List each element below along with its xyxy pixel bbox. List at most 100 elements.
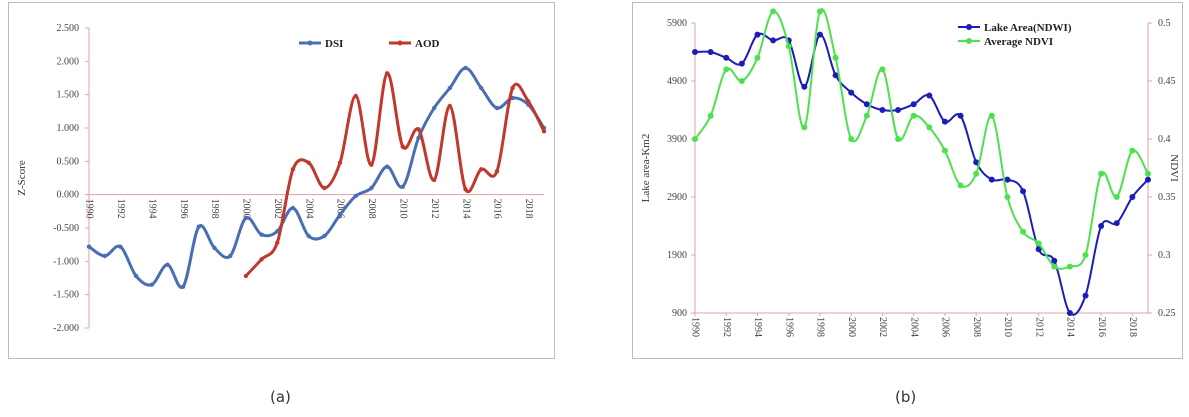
data-point-dsi [447, 85, 453, 91]
data-point-lake-area [973, 159, 980, 166]
data-point-average-ndvi [1082, 252, 1089, 258]
data-point-dsi [86, 244, 92, 249]
x-tick-label: 1992 [721, 317, 732, 337]
data-point-aod [463, 187, 468, 192]
x-tick-label: 1994 [146, 199, 157, 219]
data-point-lake-area [1051, 257, 1058, 264]
data-point-lake-area [848, 89, 855, 96]
legend-marker-average-ndvi [966, 38, 972, 44]
y-left-tick-label: 900 [672, 308, 687, 319]
legend-label-average-ndvi: Average NDVI [984, 36, 1053, 48]
chart-b-svg: 5900 4900 3900 2900 1900 900 0.5 0.45 0.4 0.35 0.3… [640, 8, 1180, 337]
data-point-lake-area [1098, 223, 1105, 229]
data-point-aod [353, 93, 358, 99]
y-left-tick-label: 4900 [667, 76, 687, 87]
data-point-dsi [353, 193, 358, 199]
data-point-lake-area [1066, 310, 1073, 316]
data-point-dsi [306, 233, 311, 239]
x-tick-label: 2018 [1127, 317, 1138, 337]
data-point-lake-area [926, 92, 933, 99]
data-point-lake-area [957, 112, 964, 119]
y-tick-label: -1.500 [53, 290, 79, 301]
data-point-dsi [384, 164, 390, 169]
x-tick-label: 2008 [366, 199, 377, 219]
data-point-dsi [400, 184, 405, 189]
x-tick-label: 1998 [209, 199, 220, 219]
data-point-average-ndvi [1004, 194, 1011, 200]
data-point-aod [510, 85, 515, 91]
data-point-lake-area [1145, 176, 1151, 183]
y-tick-label: -1.000 [53, 256, 79, 267]
y-left-tick-label: 2900 [667, 192, 687, 203]
x-tick-label: 1994 [752, 317, 763, 337]
y-left-tick-label: 1900 [667, 250, 687, 261]
caption-a: (a) [270, 388, 291, 406]
data-point-average-ndvi [863, 112, 870, 119]
x-tick-label: 1992 [115, 199, 126, 219]
data-point-dsi [416, 135, 421, 141]
y-right-tick-label: 0.45 [1158, 76, 1176, 87]
data-point-dsi [369, 185, 374, 191]
x-tick-label: 2002 [877, 317, 888, 337]
x-tick-label: 2000 [241, 199, 252, 219]
x-tick-label: 1990 [690, 317, 701, 337]
data-point-lake-area [1129, 194, 1136, 200]
data-point-dsi [290, 205, 296, 211]
x-tick-label: 1996 [178, 199, 189, 219]
x-tick-label: 2004 [303, 199, 314, 219]
data-point-average-ndvi [801, 124, 808, 131]
data-point-dsi [102, 253, 107, 259]
data-point-average-ndvi [723, 66, 730, 73]
data-point-dsi [118, 244, 123, 249]
data-point-average-ndvi [738, 78, 745, 84]
x-tick-label: 2016 [492, 199, 503, 219]
data-point-average-ndvi [1020, 228, 1027, 235]
chart-panel-a: 2.500 2.000 1.500 1.000 0.500 0.000 -0.500 -1.0… [8, 2, 555, 359]
data-point-aod [243, 273, 249, 279]
y-tick-label: -2.000 [53, 323, 79, 334]
data-point-average-ndvi [848, 136, 855, 142]
data-point-average-ndvi [785, 43, 792, 50]
x-tick-label: 2006 [335, 199, 346, 219]
x-tick-label: 2012 [429, 199, 440, 219]
x-tick-label: 2018 [523, 199, 534, 219]
x-tick-label: 2010 [1002, 317, 1013, 337]
y-axis-right-title: NDVI [1168, 154, 1180, 182]
y-tick-label: 2.500 [57, 23, 80, 34]
data-point-lake-area [723, 54, 730, 61]
y-right-tick-label: 0.35 [1158, 192, 1176, 203]
legend-marker-dsi [307, 40, 313, 46]
data-point-dsi [337, 212, 343, 217]
data-point-average-ndvi [957, 182, 964, 189]
y-axis-left-title: Lake area-Km2 [640, 134, 652, 203]
data-point-aod [384, 71, 390, 76]
y-tick-label: 0.500 [57, 156, 80, 167]
x-tick-label: 2000 [846, 317, 857, 337]
x-tick-label: 2008 [971, 317, 982, 337]
series-line-average-ndvi [694, 8, 1149, 270]
y-right-tick-label: 0.3 [1158, 250, 1171, 261]
data-point-dsi [212, 245, 217, 251]
data-point-average-ndvi [1051, 263, 1058, 270]
data-point-average-ndvi [879, 66, 886, 73]
x-tick-label: 2002 [272, 199, 283, 219]
data-point-lake-area [801, 83, 808, 90]
data-point-dsi [165, 262, 170, 267]
x-tick-label: 1990 [84, 199, 95, 219]
data-point-aod [526, 99, 531, 104]
data-point-average-ndvi [832, 54, 839, 61]
data-point-lake-area [988, 176, 995, 183]
chart-a-svg: 2.500 2.000 1.500 1.000 0.500 0.000 -0.500 -1.0… [16, 23, 547, 334]
y-tick-label: 2.000 [57, 56, 80, 67]
legend-label-dsi: DSI [325, 38, 343, 50]
data-point-average-ndvi [1129, 147, 1136, 154]
data-point-aod [275, 240, 280, 245]
data-point-average-ndvi [926, 124, 933, 131]
data-point-dsi [431, 105, 437, 111]
data-point-dsi [243, 215, 249, 221]
y-tick-label: 0.000 [57, 190, 80, 201]
data-point-lake-area [910, 101, 917, 108]
data-point-dsi [149, 282, 154, 287]
data-point-dsi [133, 273, 139, 279]
data-point-average-ndvi [754, 54, 761, 61]
